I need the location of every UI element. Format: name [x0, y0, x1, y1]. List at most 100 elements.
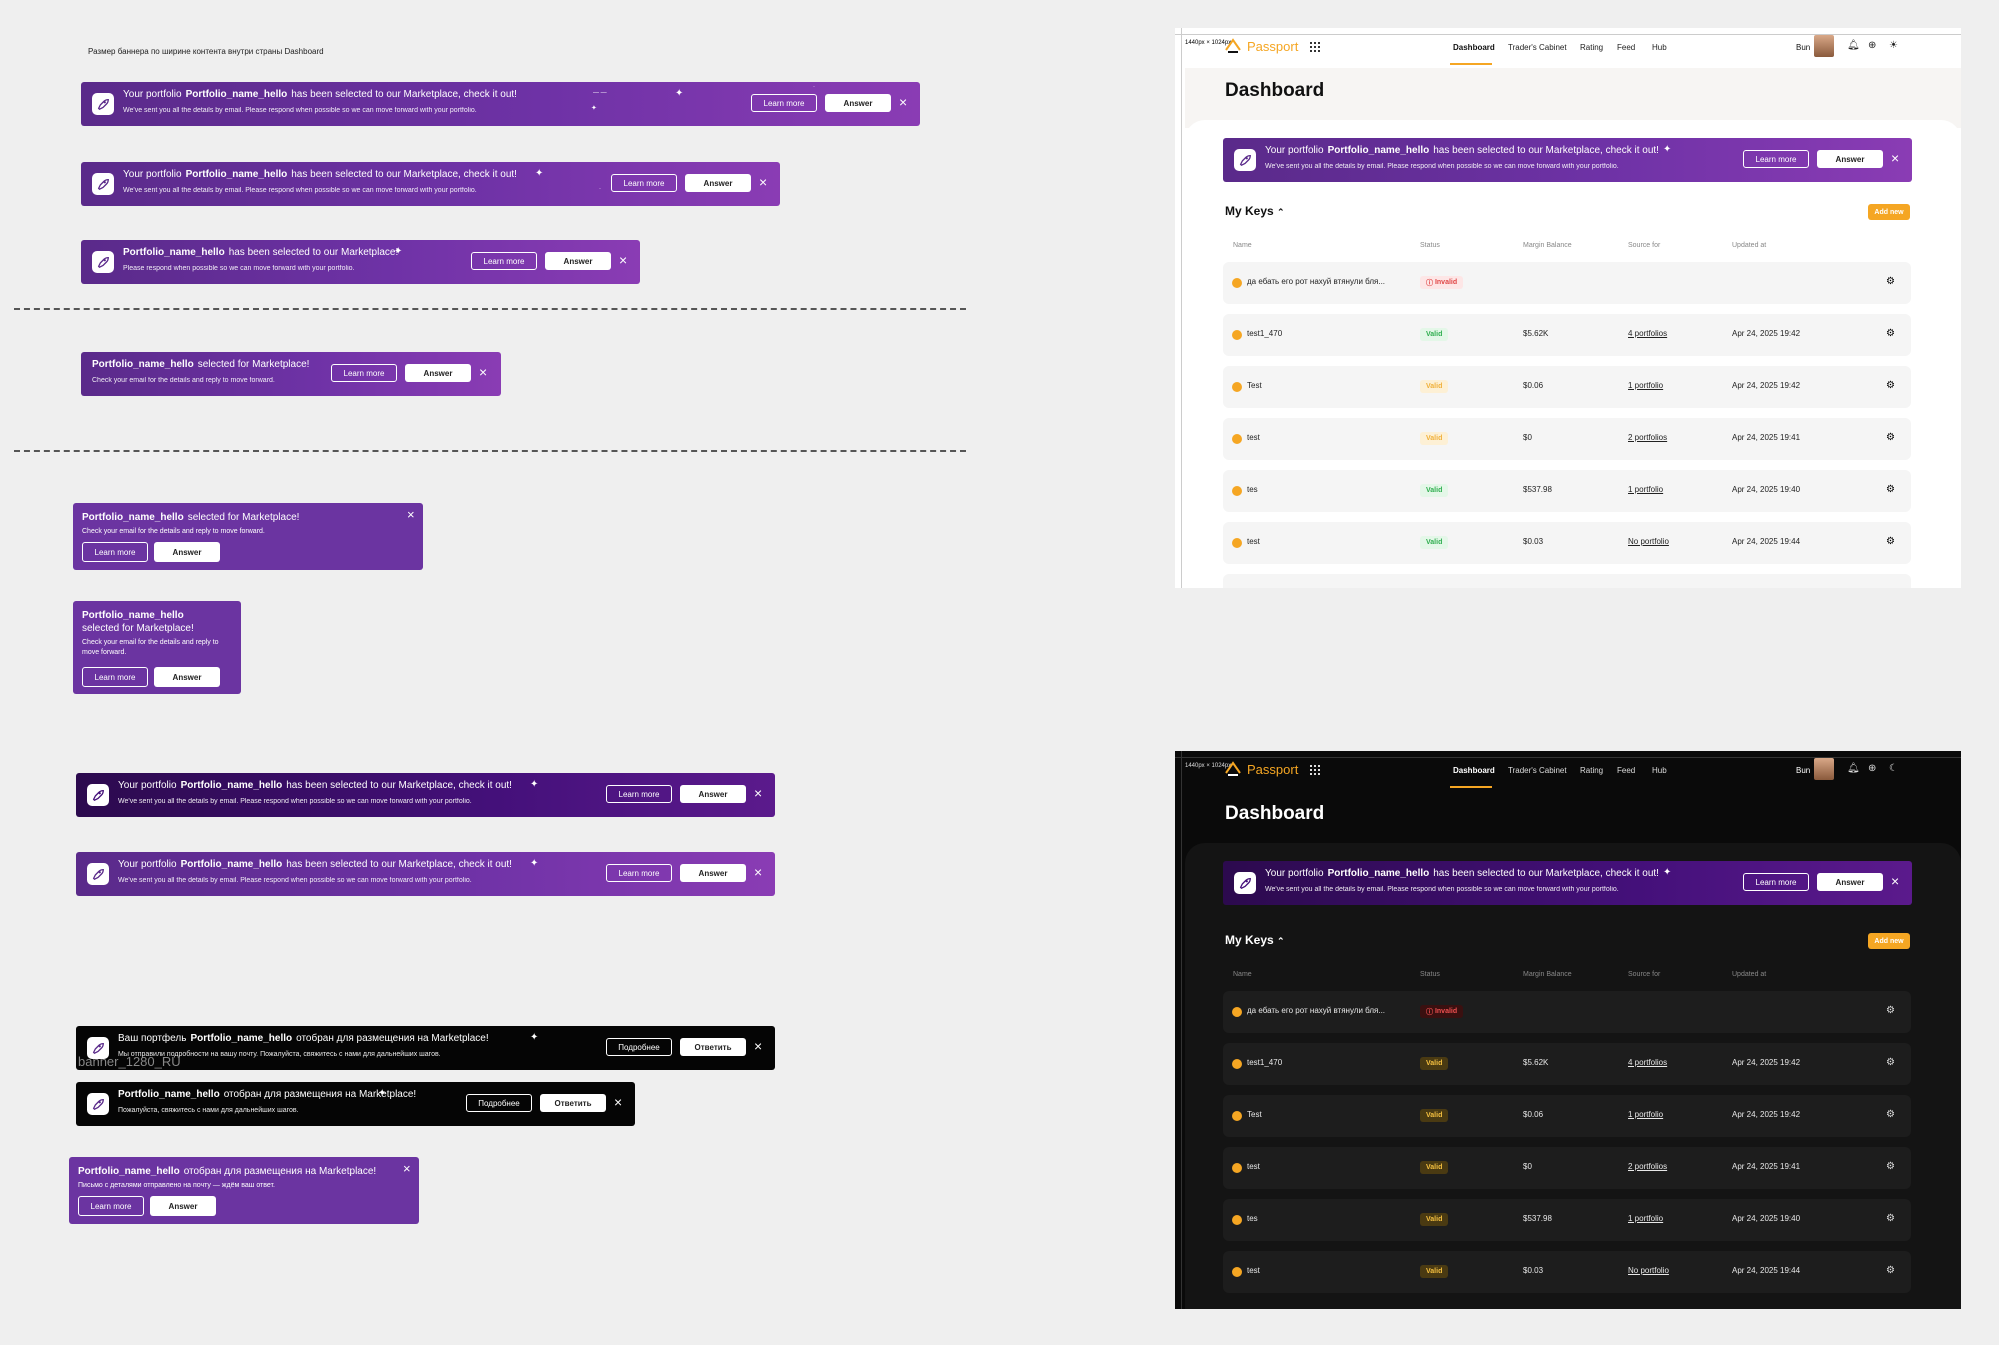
table-row[interactable]: да ебать его рот нахуй втянули бля... ⓘ … [1223, 991, 1911, 1033]
row-source[interactable]: 1 portfolio [1628, 1110, 1664, 1119]
table-row[interactable]: test Valid $0 2 portfolios Apr 24, 2025 … [1223, 418, 1911, 460]
learn-more-button[interactable]: Learn more [751, 94, 817, 112]
row-source[interactable]: No portfolio [1628, 537, 1669, 546]
gear-icon[interactable]: ⚙ [1886, 1213, 1895, 1224]
nav-dashboard[interactable]: Dashboard [1453, 43, 1495, 52]
answer-button[interactable]: Ответить [680, 1038, 746, 1056]
grid-icon[interactable] [1310, 765, 1320, 775]
row-source[interactable]: 1 portfolio [1628, 381, 1664, 390]
table-row[interactable]: Test Valid $0.06 1 portfolio Apr 24, 202… [1223, 1095, 1911, 1137]
table-row[interactable]: tes Valid $537.98 1 portfolio Apr 24, 20… [1223, 1199, 1911, 1241]
learn-more-button[interactable]: Learn more [606, 785, 672, 803]
table-row[interactable]: test Valid $0.03 No portfolio Apr 24, 20… [1223, 522, 1911, 564]
gear-icon[interactable]: ⚙ [1886, 1057, 1895, 1068]
close-icon[interactable]: × [614, 1094, 623, 1110]
answer-button[interactable]: Answer [680, 785, 746, 803]
moon-icon[interactable]: ☾ [1889, 763, 1898, 774]
learn-more-button[interactable]: Learn more [78, 1196, 144, 1216]
answer-button[interactable]: Answer [1817, 150, 1883, 168]
user-name[interactable]: Bun [1796, 43, 1811, 52]
nav-dashboard[interactable]: Dashboard [1453, 766, 1495, 775]
table-row[interactable]: test1_470 Valid $5.62K 4 portfolios Apr … [1223, 1043, 1911, 1085]
gear-icon[interactable]: ⚙ [1886, 536, 1895, 547]
nav-rating[interactable]: Rating [1580, 43, 1604, 52]
learn-more-button[interactable]: Learn more [82, 542, 148, 562]
row-source[interactable]: 4 portfolios [1628, 1058, 1668, 1067]
close-icon[interactable]: × [754, 864, 763, 880]
answer-button[interactable]: Answer [685, 174, 751, 192]
user-name[interactable]: Bun [1796, 766, 1811, 775]
add-new-button[interactable]: Add new [1868, 204, 1910, 220]
close-icon[interactable]: × [403, 1161, 411, 1176]
close-icon[interactable]: × [479, 364, 488, 380]
table-row[interactable]: test Valid $0.03 No portfolio Apr 24, 20… [1223, 1251, 1911, 1293]
globe-icon[interactable]: ⊕ [1868, 763, 1877, 774]
gear-icon[interactable]: ⚙ [1886, 276, 1895, 287]
gear-icon[interactable]: ⚙ [1886, 484, 1895, 495]
row-source[interactable]: 2 portfolios [1628, 1162, 1668, 1171]
learn-more-button[interactable]: Learn more [1743, 873, 1809, 891]
table-row[interactable]: test Valid $0 2 portfolios Apr 24, 2025 … [1223, 1147, 1911, 1189]
gear-icon[interactable]: ⚙ [1886, 1005, 1895, 1016]
table-row[interactable]: да ебать его рот нахуй втянули бля... ⓘ … [1223, 262, 1911, 304]
close-icon[interactable]: × [899, 94, 908, 110]
nav-feed[interactable]: Feed [1617, 43, 1636, 52]
close-icon[interactable]: × [407, 507, 415, 522]
answer-button[interactable]: Answer [154, 542, 220, 562]
close-icon[interactable]: × [1891, 150, 1900, 166]
globe-icon[interactable]: ⊕ [1868, 40, 1877, 51]
row-source[interactable]: 2 portfolios [1628, 433, 1668, 442]
answer-button[interactable]: Answer [825, 94, 891, 112]
learn-more-button[interactable]: Learn more [1743, 150, 1809, 168]
section-title[interactable]: My Keys ⌃ [1225, 204, 1285, 218]
gear-icon[interactable]: ⚙ [1886, 380, 1895, 391]
logo[interactable]: Passport [1223, 759, 1298, 779]
add-new-button[interactable]: Add new [1868, 933, 1910, 949]
row-source[interactable]: No portfolio [1628, 1266, 1669, 1275]
nav-feed[interactable]: Feed [1617, 766, 1636, 775]
answer-button[interactable]: Answer [545, 252, 611, 270]
answer-button[interactable]: Ответить [540, 1094, 606, 1112]
close-icon[interactable]: × [754, 785, 763, 801]
close-icon[interactable]: × [1891, 873, 1900, 889]
gear-icon[interactable]: ⚙ [1886, 1265, 1895, 1276]
logo[interactable]: Passport [1223, 36, 1298, 56]
gear-icon[interactable]: ⚙ [1886, 328, 1895, 339]
nav-hub[interactable]: Hub [1652, 766, 1667, 775]
table-row[interactable]: tes Valid $537.98 1 portfolio Apr 24, 20… [1223, 470, 1911, 512]
answer-button[interactable]: Answer [405, 364, 471, 382]
gear-icon[interactable]: ⚙ [1886, 1161, 1895, 1172]
nav-traders-cabinet[interactable]: Trader's Cabinet [1508, 43, 1567, 52]
table-row[interactable]: test1_470 Valid $5.62K 4 portfolios Apr … [1223, 314, 1911, 356]
close-icon[interactable]: × [759, 174, 768, 190]
avatar[interactable] [1814, 35, 1834, 57]
learn-more-button[interactable]: Learn more [331, 364, 397, 382]
learn-more-button[interactable]: Learn more [611, 174, 677, 192]
answer-button[interactable]: Answer [154, 667, 220, 687]
close-icon[interactable]: × [754, 1038, 763, 1054]
learn-more-button[interactable]: Подробнее [606, 1038, 672, 1056]
row-source[interactable]: 1 portfolio [1628, 1214, 1664, 1223]
avatar[interactable] [1814, 758, 1834, 780]
answer-button[interactable]: Answer [680, 864, 746, 882]
learn-more-button[interactable]: Learn more [82, 667, 148, 687]
section-title[interactable]: My Keys ⌃ [1225, 933, 1285, 947]
gear-icon[interactable]: ⚙ [1886, 1109, 1895, 1120]
bell-icon[interactable]: 🔔︎ [1847, 40, 1860, 51]
row-source[interactable]: 4 portfolios [1628, 329, 1668, 338]
sun-icon[interactable]: ☀ [1889, 40, 1898, 51]
close-icon[interactable]: × [619, 252, 628, 268]
nav-rating[interactable]: Rating [1580, 766, 1604, 775]
row-source[interactable]: 1 portfolio [1628, 485, 1664, 494]
answer-button[interactable]: Answer [1817, 873, 1883, 891]
grid-icon[interactable] [1310, 42, 1320, 52]
table-row[interactable]: Test Valid $0.06 1 portfolio Apr 24, 202… [1223, 366, 1911, 408]
nav-traders-cabinet[interactable]: Trader's Cabinet [1508, 766, 1567, 775]
learn-more-button[interactable]: Подробнее [466, 1094, 532, 1112]
table-row[interactable] [1223, 574, 1911, 588]
gear-icon[interactable]: ⚙ [1886, 432, 1895, 443]
learn-more-button[interactable]: Learn more [606, 864, 672, 882]
answer-button[interactable]: Answer [150, 1196, 216, 1216]
learn-more-button[interactable]: Learn more [471, 252, 537, 270]
bell-icon[interactable]: 🔔︎ [1847, 763, 1860, 774]
